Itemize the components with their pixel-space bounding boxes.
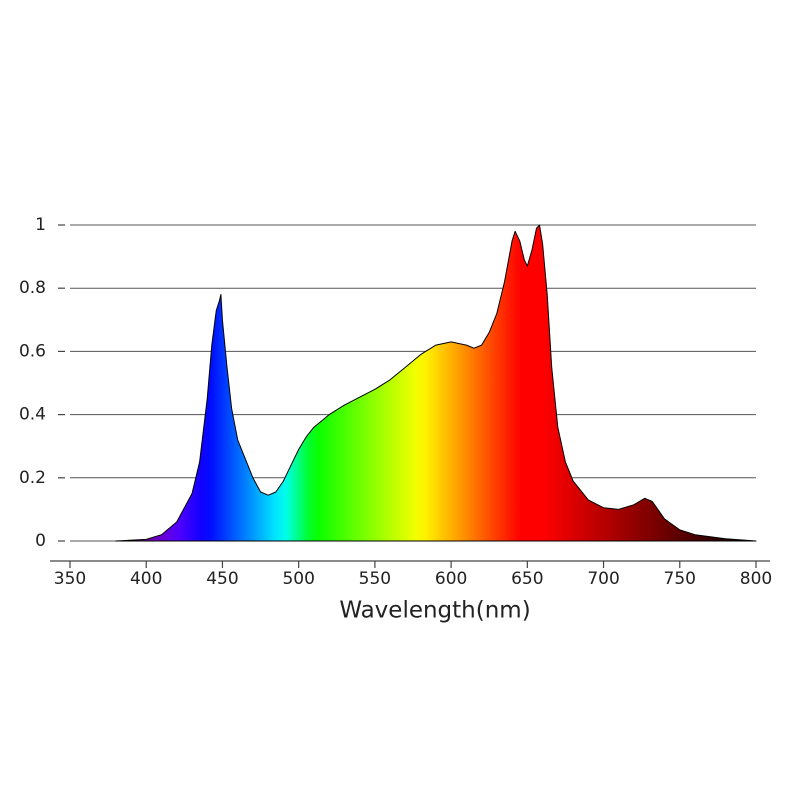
x-tick-label: 550 [359, 569, 391, 589]
x-tick-label: 500 [282, 569, 314, 589]
x-tick-label: 750 [664, 569, 696, 589]
x-axis-title: Wavelength(nm) [339, 598, 530, 624]
y-tick-label: 0.6 [19, 341, 46, 361]
x-tick-label: 450 [206, 569, 238, 589]
y-tick-label: 0.4 [19, 405, 46, 425]
x-tick-label: 600 [435, 569, 467, 589]
spectrum-area [115, 224, 757, 542]
x-tick-label: 400 [130, 569, 162, 589]
x-tick-label: 800 [740, 569, 772, 589]
y-tick-label: 0.8 [19, 278, 46, 298]
x-tick-label: 350 [54, 569, 86, 589]
x-tick-label: 700 [587, 569, 619, 589]
y-tick-label: 0 [35, 531, 46, 551]
x-tick-label: 650 [511, 569, 543, 589]
y-tick-label: 0.2 [19, 468, 46, 488]
y-tick-label: 1 [35, 215, 46, 235]
